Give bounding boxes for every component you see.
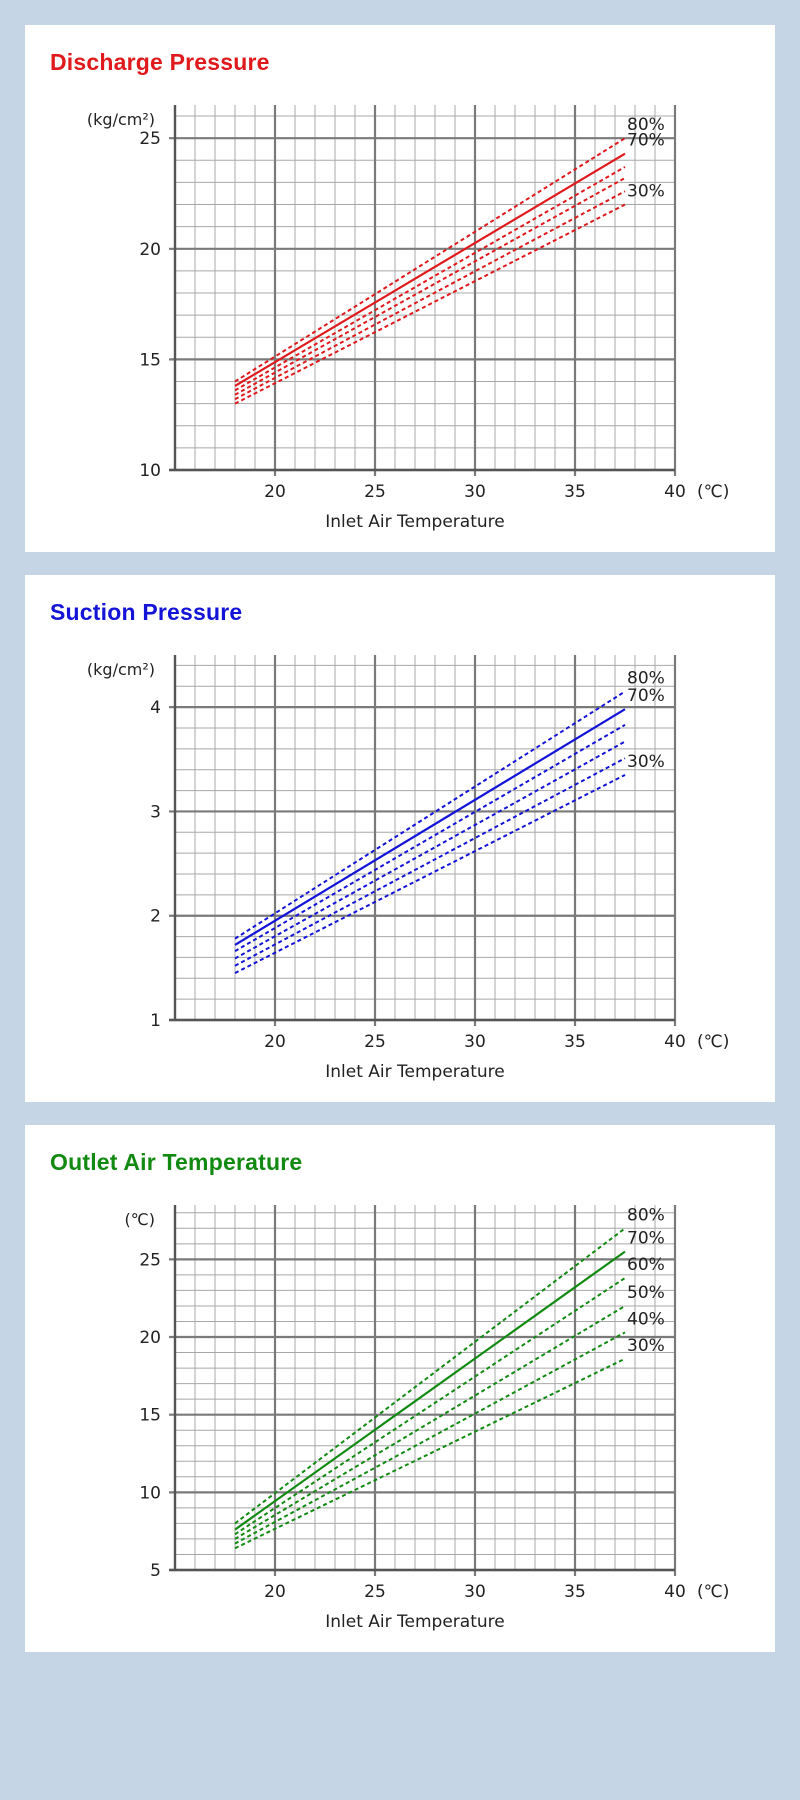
series-line [234,1250,626,1531]
x-unit-label: (℃) [697,482,729,502]
x-tick-label: 20 [264,1582,286,1602]
x-tick-label: 35 [564,1032,586,1052]
outlet-air-temperature-chart: 20 25 30 35 40 5 10 15 20 25 (℃) (℃) Inlet Air Tempe… [125,1205,729,1632]
minor-grid [175,105,675,470]
y-tick-label: 3 [150,802,161,822]
series-line [234,774,626,974]
series-label: 30% [627,1336,665,1356]
y-tick-label: 15 [139,1406,161,1426]
y-tick-label: 25 [139,129,161,149]
y-tick-label: 15 [139,350,161,370]
x-tick-label: 20 [264,1032,286,1052]
x-tick-label: 25 [364,1582,386,1602]
series-line [234,740,626,960]
x-unit-label: (℃) [697,1582,729,1602]
x-unit-label: (℃) [697,1032,729,1052]
x-tick-label: 40 [664,482,686,502]
y-tick-label: 1 [150,1011,161,1031]
y-tick-label: 20 [139,1328,161,1348]
x-tick-label: 25 [364,482,386,502]
y-tick-label: 2 [150,907,161,927]
series-label: 70% [627,131,665,151]
series-line [234,724,626,953]
x-tick-label: 25 [364,1032,386,1052]
x-tick-label: 30 [464,1032,486,1052]
series-label: 60% [627,1255,665,1275]
y-tick-label: 4 [150,698,161,718]
series-label: 30% [627,182,665,202]
chart-title: Discharge Pressure [50,49,270,75]
series-line [234,1331,626,1545]
y-tick-label: 10 [139,461,161,481]
series-label: 70% [627,686,665,706]
y-tick-label: 5 [150,1561,161,1581]
series-line [234,1227,626,1525]
chart-title: Outlet Air Temperature [50,1149,303,1175]
suction-pressure-chart: 20 25 30 35 40 1 2 3 4 (kg/cm²) (℃) Inlet Air Tempe… [87,655,729,1082]
minor-grid [175,1205,675,1570]
discharge-pressure-panel: Discharge Pressure 20 25 30 35 40 10 15 20 25 (kg… [25,25,775,552]
suction-pressure-panel: Suction Pressure 20 25 30 35 40 1 2 3 4 (kg/cm²) (… [25,575,775,1102]
x-tick-label: 40 [664,1032,686,1052]
x-tick-label: 20 [264,482,286,502]
series-label: 30% [627,752,665,772]
series-label: 40% [627,1309,665,1329]
outlet-air-temperature-panel: Outlet Air Temperature 20 25 30 35 40 5 10 15 20… [25,1125,775,1652]
x-tick-label: 35 [564,482,586,502]
series-line [234,166,626,392]
x-tick-label: 40 [664,1582,686,1602]
series-line [234,137,626,383]
series-line [234,190,626,401]
y-tick-label: 20 [139,240,161,260]
series-line [234,690,626,940]
series-line [234,177,626,396]
y-unit-label: (kg/cm²) [87,110,155,129]
chart-title: Suction Pressure [50,599,243,625]
series-label: 80% [627,669,665,689]
series-line [234,203,626,405]
series-line [234,708,626,946]
series-line [234,1277,626,1536]
x-axis-label: Inlet Air Temperature [325,512,504,532]
y-unit-label: (℃) [125,1210,155,1229]
x-axis-label: Inlet Air Temperature [325,1612,504,1632]
series-label: 80% [627,115,665,135]
y-tick-label: 25 [139,1250,161,1270]
series-line [234,757,626,967]
series-label: 80% [627,1205,665,1225]
series-label: 50% [627,1283,665,1303]
series-line [234,1357,626,1550]
x-tick-label: 35 [564,1582,586,1602]
series-line [234,1305,626,1540]
x-tick-label: 30 [464,1582,486,1602]
y-unit-label: (kg/cm²) [87,660,155,679]
series-label: 70% [627,1229,665,1249]
series-line [234,152,626,387]
x-tick-label: 30 [464,482,486,502]
y-tick-label: 10 [139,1483,161,1503]
x-axis-label: Inlet Air Temperature [325,1062,504,1082]
